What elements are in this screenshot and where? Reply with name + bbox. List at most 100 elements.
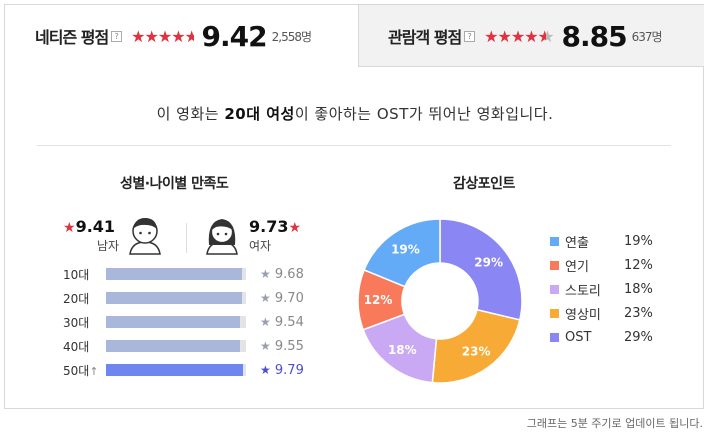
- legend-swatch: [550, 260, 559, 270]
- legend-pct: 18%: [624, 281, 653, 297]
- age-label-wrap: 10대: [63, 266, 106, 283]
- age-label: 20대: [63, 291, 90, 306]
- age-label-wrap: 20대: [63, 290, 106, 307]
- legend-name: 연출: [565, 235, 589, 251]
- legend-pct: 12%: [624, 257, 653, 273]
- legend-name: 영상미: [565, 307, 601, 323]
- age-label-wrap: 40대: [63, 338, 106, 355]
- age-score-value: 9.54: [274, 314, 304, 330]
- male-face-icon: [129, 218, 161, 255]
- divider: [37, 145, 671, 146]
- audience-rating[interactable]: 관람객 평점 ? ★★★★★★ 8.85 637명: [388, 5, 663, 67]
- star-icon: ★: [63, 220, 76, 236]
- help-icon[interactable]: ?: [111, 30, 123, 42]
- summary-highlight: 20대 여성: [224, 105, 295, 123]
- netizen-rating-label: 네티즌 평점: [35, 28, 109, 47]
- age-bar-fill: [106, 364, 244, 376]
- age-bar-fill: [106, 340, 240, 352]
- netizen-stars: ★★★★★: [131, 26, 194, 46]
- audience-rating-label: 관람객 평점: [388, 28, 462, 47]
- age-bar-fill: [106, 268, 242, 280]
- star-icon: ★: [288, 220, 302, 236]
- age-score-value: 9.70: [274, 290, 304, 306]
- age-score: ★ 9.70: [260, 291, 304, 306]
- age-score-value: 9.79: [274, 362, 304, 378]
- age-bar-track: [106, 292, 246, 304]
- age-label: 10대: [63, 267, 90, 282]
- arrow-up-icon: ↑: [89, 364, 99, 378]
- donut-label-acting: 12%: [364, 293, 393, 307]
- age-row: 10대 ★ 9.68: [63, 266, 304, 283]
- legend-item-directing: 연출 19%: [550, 233, 653, 251]
- audience-score: 8.85: [561, 19, 628, 53]
- update-footnote: 그래프는 5분 주기로 업데이트 됩니다.: [526, 417, 703, 430]
- age-score-value: 9.55: [274, 338, 304, 354]
- age-row: 50대↑ ★ 9.79: [63, 362, 304, 379]
- donut-label-visual: 23%: [462, 344, 491, 358]
- age-row: 30대 ★ 9.54: [63, 314, 304, 331]
- legend-item-visual: 영상미 23%: [550, 305, 653, 323]
- star-icon: ★: [260, 266, 271, 281]
- age-row: 20대 ★ 9.70: [63, 290, 304, 307]
- legend-swatch: [550, 284, 559, 294]
- female-face-icon: [206, 219, 238, 255]
- empty-star-icon: ★: [545, 26, 554, 46]
- age-bar-track: [106, 364, 246, 376]
- age-label: 50대: [63, 363, 90, 378]
- points-title: 감상포인트: [453, 176, 515, 192]
- legend-name: 스토리: [565, 283, 601, 299]
- points-donut-chart: 29% 23% 18% 12% 19%: [357, 218, 523, 384]
- legend-item-ost: OST 29%: [550, 329, 653, 345]
- gender-divider: [186, 223, 187, 253]
- age-score: ★ 9.55: [260, 339, 304, 354]
- legend-swatch: [550, 332, 559, 342]
- donut-slice-directing: [363, 218, 441, 288]
- legend-swatch: [550, 308, 559, 318]
- netizen-score: 9.42: [201, 19, 268, 53]
- legend-name: OST: [565, 329, 592, 345]
- age-score: ★ 9.54: [260, 315, 304, 330]
- summary-sentence: 이 영화는 20대 여성이 좋아하는 OST가 뛰어난 영화입니다.: [156, 105, 554, 123]
- half-star-icon: ★: [184, 26, 194, 46]
- star-icon: ★: [260, 314, 271, 329]
- legend-pct: 23%: [624, 305, 653, 321]
- legend-item-acting: 연기 12%: [550, 257, 653, 275]
- donut-slice-visual: [431, 308, 521, 384]
- donut-label-directing: 19%: [391, 243, 420, 257]
- help-icon[interactable]: ?: [464, 30, 476, 42]
- legend-item-story: 스토리 18%: [550, 281, 653, 299]
- age-bar-track: [106, 340, 246, 352]
- age-bar-fill: [106, 292, 242, 304]
- audience-count: 637명: [631, 29, 663, 44]
- age-label: 30대: [63, 315, 90, 330]
- donut-label-ost: 29%: [474, 256, 503, 270]
- netizen-count: 2,558명: [271, 29, 312, 44]
- legend-pct: 19%: [624, 233, 653, 249]
- audience-stars: ★★★★★★: [484, 26, 554, 46]
- age-score: ★ 9.68: [260, 267, 304, 282]
- satisfaction-title: 성별·나이별 만족도: [120, 176, 229, 192]
- male-label: 남자: [97, 239, 120, 253]
- half-star-icon: ★: [537, 26, 546, 46]
- age-label-wrap: 50대↑: [63, 362, 106, 379]
- audience-tab-background[interactable]: [358, 5, 704, 67]
- star-icon: ★: [260, 290, 271, 305]
- donut-label-story: 18%: [388, 343, 417, 357]
- donut-slice-ost: [439, 218, 523, 321]
- age-score-value: 9.68: [274, 266, 304, 282]
- legend-name: 연기: [565, 259, 589, 275]
- age-label-wrap: 30대: [63, 314, 106, 331]
- age-row: 40대 ★ 9.55: [63, 338, 304, 355]
- rating-panel: 네티즌 평점 ? ★★★★★ 9.42 2,558명 관람객 평점 ? ★★★★…: [4, 4, 704, 409]
- star-icon: ★: [260, 338, 271, 353]
- male-score: ★9.41: [63, 217, 116, 236]
- female-score: 9.73★: [249, 217, 302, 236]
- age-bar-fill: [106, 316, 240, 328]
- netizen-rating[interactable]: 네티즌 평점 ? ★★★★★ 9.42 2,558명: [35, 5, 312, 67]
- age-label: 40대: [63, 339, 90, 354]
- legend-swatch: [550, 236, 559, 246]
- female-label: 여자: [249, 239, 272, 253]
- age-bar-track: [106, 316, 246, 328]
- legend-pct: 29%: [624, 329, 653, 345]
- age-bar-track: [106, 268, 246, 280]
